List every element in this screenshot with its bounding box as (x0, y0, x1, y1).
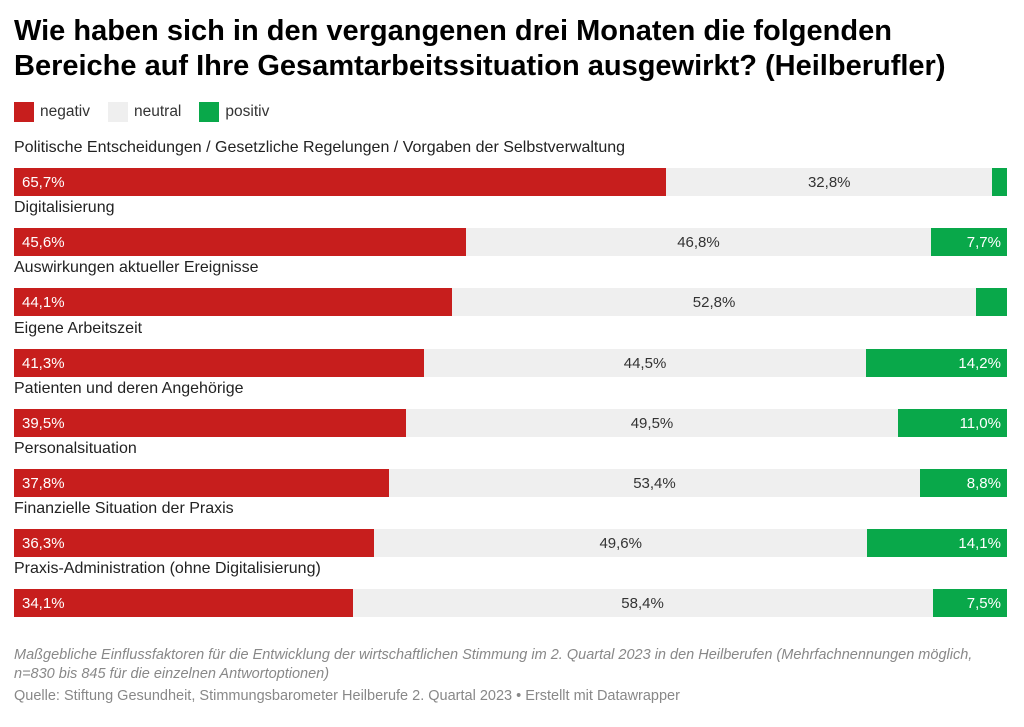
bar-segment-negativ: 36,3% (14, 529, 375, 558)
bar-segment-neutral: 49,6% (374, 529, 867, 558)
data-label: 11,0% (959, 414, 1001, 432)
data-label: 34,1% (22, 595, 65, 613)
bar-row: Auswirkungen aktueller Ereignisse 44,1% 52… (14, 255, 1008, 317)
bar-segment-positiv: 8,8% (919, 469, 1007, 497)
bar-segment-positiv (992, 168, 1007, 196)
category-label: Eigene Arbeitszeit (14, 319, 143, 337)
legend-item-negativ: negativ (14, 102, 90, 122)
bar-segment-neutral: 46,8% (466, 228, 931, 257)
stacked-bar: 36,3% 49,6% 14,1% (14, 529, 1007, 558)
category-label: Patienten und deren Angehörige (14, 379, 244, 397)
legend-swatch-neutral (107, 102, 128, 122)
data-label: 52,8% (692, 294, 736, 312)
bar-segment-negativ: 34,1% (14, 589, 353, 618)
category-label: Praxis-Administration (ohne Digitalisier… (14, 560, 321, 578)
data-label: 14,2% (958, 354, 1001, 372)
legend-swatch-positiv (199, 102, 220, 122)
bar-segment-negativ: 45,6% (14, 228, 467, 257)
category-label: Politische Entscheidungen / Gesetzliche … (14, 139, 626, 156)
stacked-bar-chart: Politische Entscheidungen / Gesetzliche … (14, 135, 1008, 625)
bar-row: Digitalisierung 45,6% 46,8% 7,7% (14, 195, 1008, 257)
legend: negativ neutral positiv (14, 100, 287, 124)
data-label: 7,7% (966, 234, 1001, 252)
legend-item-neutral: neutral (107, 102, 182, 122)
bar-segment-negativ: 44,1% (14, 288, 452, 317)
bar-segment-neutral: 44,5% (424, 348, 866, 377)
stacked-bar: 44,1% 52,8% (14, 288, 1007, 317)
bar-segment-positiv: 7,5% (932, 589, 1007, 618)
data-label: 53,4% (633, 475, 676, 492)
bar-row: Personalsituation 37,8% 53,4% 8,8% (14, 436, 1008, 497)
bar-segment-positiv: 7,7% (930, 228, 1007, 257)
data-label: 44,1% (22, 294, 65, 312)
category-label: Auswirkungen aktueller Ereignisse (14, 259, 259, 277)
stacked-bar: 45,6% 46,8% 7,7% (14, 228, 1007, 257)
bar-segment-negativ: 65,7% (14, 168, 667, 196)
data-label: 58,4% (621, 595, 664, 613)
stacked-bar: 65,7% 32,8% (14, 168, 1007, 196)
data-label: 46,8% (677, 234, 720, 252)
data-label: 41,3% (22, 354, 65, 372)
stacked-bar: 37,8% 53,4% 8,8% (14, 469, 1007, 497)
stacked-bar: 34,1% 58,4% 7,5% (14, 589, 1007, 618)
bar-segment-neutral: 52,8% (451, 288, 977, 317)
data-label: 65,7% (22, 174, 65, 191)
bar-row: Patienten und deren Angehörige 39,5% 49,5%… (14, 376, 1008, 437)
data-label: 8,8% (966, 475, 1001, 492)
category-label: Personalsituation (14, 440, 137, 457)
chart-note: Maßgebliche Einflussfaktoren für die Ent… (14, 647, 973, 682)
bar-segment-neutral: 53,4% (389, 469, 920, 497)
data-label: 7,5% (966, 595, 1001, 613)
bar-row: Eigene Arbeitszeit 41,3% 44,5% 14,2% (14, 316, 1008, 377)
data-label: 39,5% (22, 414, 65, 432)
data-label: 32,8% (807, 174, 851, 191)
data-label: 37,8% (22, 475, 65, 492)
data-label: 45,6% (22, 234, 65, 252)
bar-row: Finanzielle Situation der Praxis 36,3% 49,… (14, 496, 1008, 558)
legend-swatch-negativ (14, 102, 34, 122)
category-label: Finanzielle Situation der Praxis (14, 500, 234, 518)
bar-segment-neutral: 58,4% (352, 589, 933, 618)
data-label: 49,6% (599, 535, 642, 553)
stacked-bar: 41,3% 44,5% 14,2% (14, 348, 1007, 377)
bar-segment-neutral: 49,5% (406, 408, 898, 437)
category-label: Digitalisierung (14, 199, 115, 217)
bar-segment-positiv: 14,2% (865, 348, 1007, 377)
bar-segment-negativ: 41,3% (14, 348, 425, 377)
bar-row: Politische Entscheidungen / Gesetzliche … (14, 135, 1008, 196)
bar-row: Praxis-Administration (ohne Digitalisier… (14, 556, 1008, 618)
bar-segment-negativ: 39,5% (14, 408, 407, 437)
chart-footer: Maßgebliche Einflussfaktoren für die Ent… (14, 646, 1004, 706)
legend-label-neutral: neutral (133, 103, 182, 120)
legend-label-negativ: negativ (40, 103, 90, 120)
legend-label-positiv: positiv (225, 103, 270, 120)
data-label: 36,3% (22, 535, 65, 553)
legend-item-positiv: positiv (199, 102, 269, 122)
bar-segment-positiv (976, 288, 1007, 317)
bar-segment-neutral: 32,8% (666, 168, 993, 196)
data-label: 49,5% (630, 414, 674, 432)
chart-title: Wie haben sich in den vergangenen drei M… (14, 15, 946, 82)
stacked-bar: 39,5% 49,5% 11,0% (14, 408, 1007, 437)
data-label: 14,1% (958, 535, 1001, 553)
bar-segment-negativ: 37,8% (14, 469, 390, 497)
bar-segment-positiv: 11,0% (897, 408, 1007, 437)
chart-source: Quelle: Stiftung Gesundheit, Stimmungsba… (14, 688, 680, 704)
bar-segment-positiv: 14,1% (866, 529, 1007, 558)
data-label: 44,5% (623, 354, 667, 372)
